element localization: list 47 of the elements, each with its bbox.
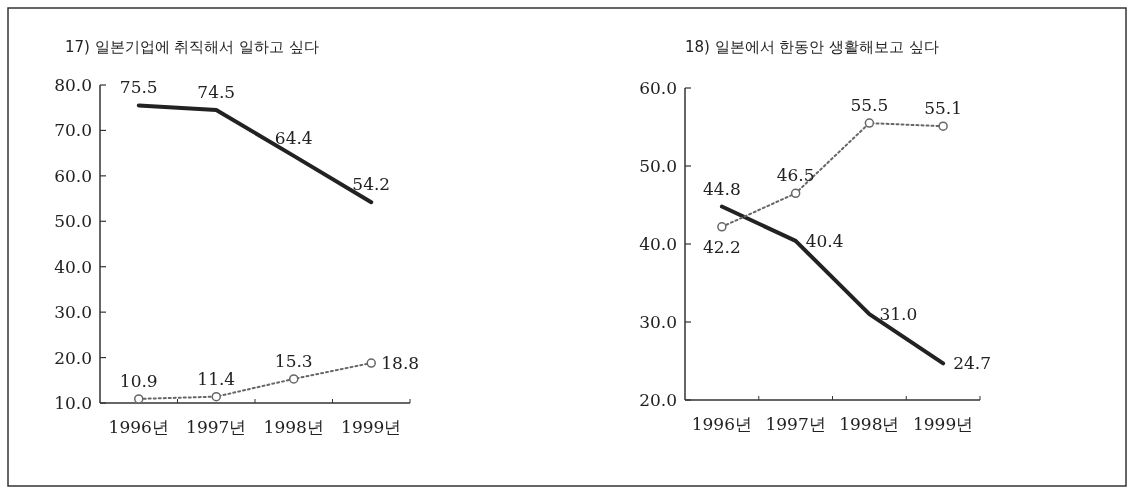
x-tick-label: 1999년 bbox=[912, 414, 974, 434]
data-label: 11.4 bbox=[197, 368, 236, 389]
data-label: 74.5 bbox=[197, 81, 236, 102]
x-tick-label: 1997년 bbox=[186, 417, 247, 437]
y-tick-label: 60.0 bbox=[54, 165, 92, 186]
y-tick-label: 40.0 bbox=[639, 234, 677, 254]
y-tick-label: 20.0 bbox=[639, 390, 677, 410]
data-label: 55.1 bbox=[924, 98, 963, 119]
data-label: 64.4 bbox=[274, 127, 313, 148]
x-tick-label: 1999년 bbox=[341, 417, 402, 437]
x-tick-label: 1998년 bbox=[839, 414, 900, 434]
data-label: 31.0 bbox=[879, 304, 918, 325]
point bbox=[366, 358, 376, 368]
data-label: 18.8 bbox=[381, 353, 420, 374]
x-tick-label: 1997년 bbox=[765, 414, 826, 434]
point bbox=[790, 188, 801, 199]
point bbox=[211, 391, 221, 402]
point bbox=[134, 394, 144, 404]
y-tick-label: 50.0 bbox=[639, 156, 677, 176]
chart-title: 17) 일본기업에 취직해서 일하고 싶다 bbox=[65, 38, 320, 56]
data-label: 42.2 bbox=[702, 236, 741, 257]
point bbox=[938, 121, 948, 131]
data-label: 44.8 bbox=[702, 178, 741, 199]
y-tick-label: 60.0 bbox=[639, 78, 677, 98]
point bbox=[289, 374, 299, 384]
chart-title: 18) 일본에서 한동안 생활해보고 싶다 bbox=[685, 38, 940, 56]
data-label: 75.5 bbox=[119, 77, 158, 98]
y-tick-label: 80.0 bbox=[54, 75, 92, 95]
x-tick-label: 1996년 bbox=[691, 414, 753, 434]
data-label: 40.4 bbox=[805, 230, 844, 251]
data-label: 10.9 bbox=[119, 370, 158, 391]
y-tick-label: 20.0 bbox=[54, 347, 92, 368]
y-tick-label: 40.0 bbox=[54, 256, 92, 277]
x-tick-label: 1996년 bbox=[108, 417, 169, 437]
data-label: 55.5 bbox=[850, 95, 889, 116]
point bbox=[864, 118, 875, 128]
y-tick-label: 70.0 bbox=[54, 120, 92, 141]
point bbox=[717, 222, 727, 232]
data-label: 46.5 bbox=[776, 165, 815, 186]
data-label: 54.2 bbox=[352, 174, 391, 195]
x-tick-label: 1998년 bbox=[263, 417, 324, 437]
y-tick-label: 30.0 bbox=[54, 302, 92, 323]
data-label: 15.3 bbox=[274, 350, 313, 371]
y-tick-label: 30.0 bbox=[639, 312, 677, 332]
y-tick-label: 50.0 bbox=[54, 211, 92, 232]
y-tick-label: 10.0 bbox=[54, 393, 92, 413]
data-label: 24.7 bbox=[953, 353, 991, 374]
